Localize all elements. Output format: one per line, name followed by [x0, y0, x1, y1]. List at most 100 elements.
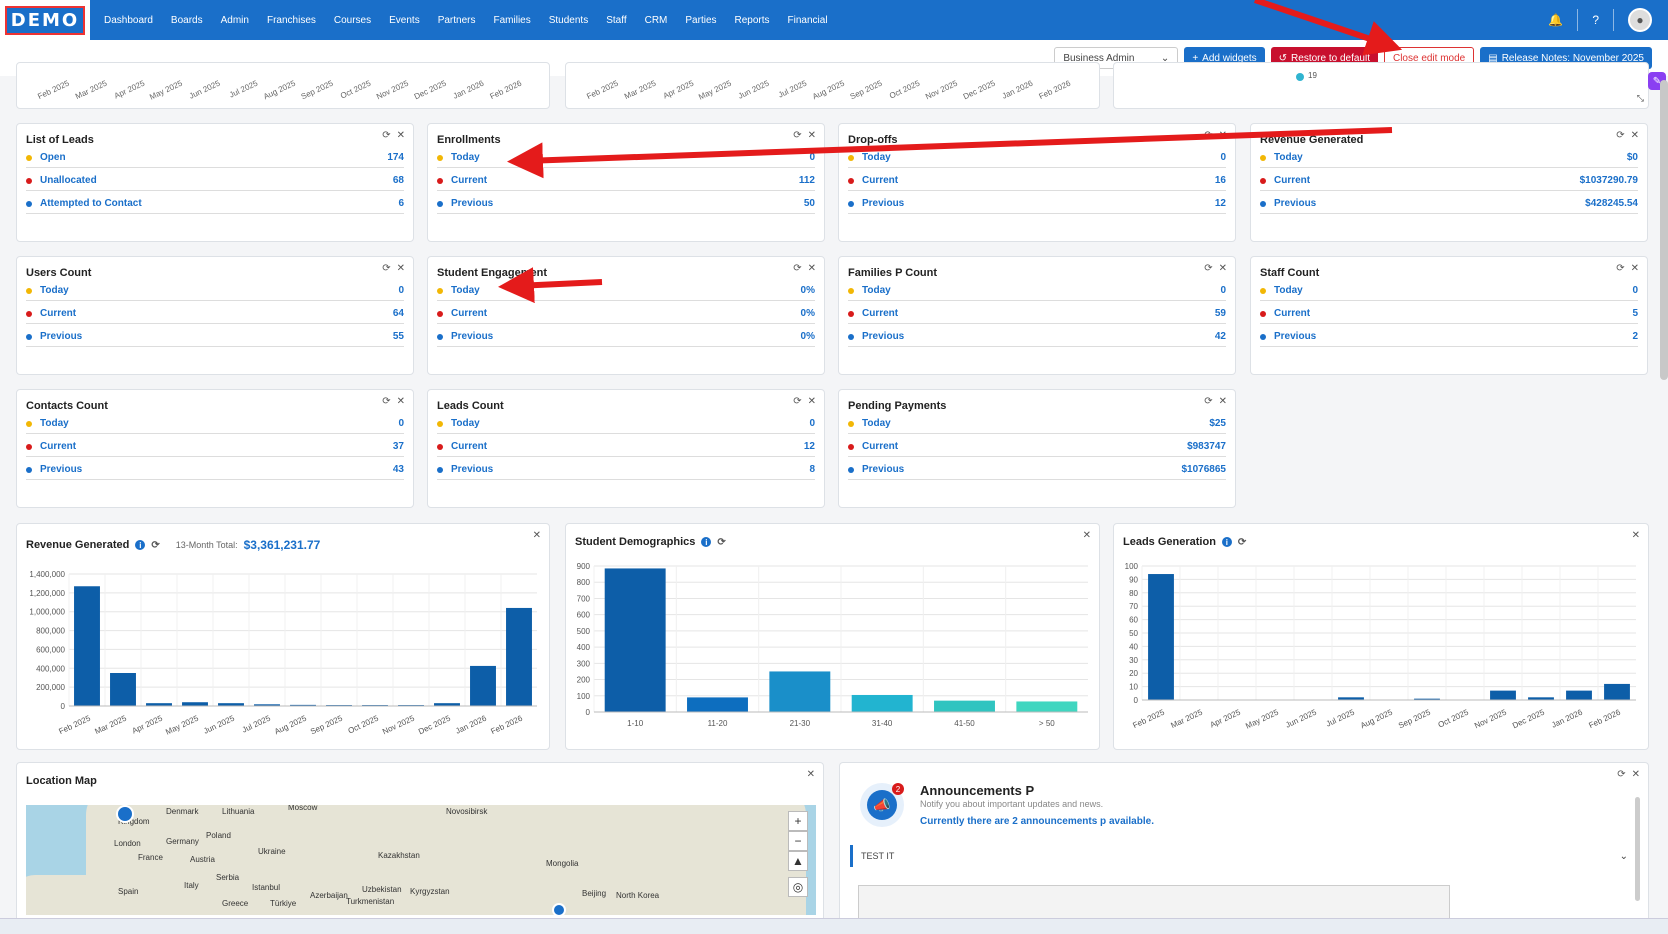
refresh-icon[interactable]: ⟳ — [1237, 536, 1247, 548]
refresh-icon[interactable]: ⟳ — [382, 396, 391, 407]
close-icon[interactable]: ✕ — [396, 263, 405, 274]
nav-item-admin[interactable]: Admin — [220, 14, 249, 26]
refresh-icon[interactable]: ⟳ — [382, 263, 391, 274]
close-icon[interactable]: ✕ — [1630, 130, 1639, 141]
refresh-icon[interactable]: ⟳ — [1616, 263, 1625, 274]
close-icon[interactable]: ✕ — [1631, 769, 1640, 780]
stat-row[interactable]: Today 0 — [26, 414, 404, 434]
refresh-icon[interactable]: ⟳ — [717, 536, 726, 548]
nav-item-reports[interactable]: Reports — [734, 14, 770, 26]
stat-row[interactable]: Current 64 — [26, 304, 404, 324]
chevron-down-icon[interactable]: ⌄ — [1619, 850, 1628, 862]
zoom-out-button[interactable]: − — [788, 831, 808, 851]
stat-row[interactable]: Today 0 — [1260, 281, 1638, 301]
close-icon[interactable]: ✕ — [807, 396, 816, 407]
nav-item-events[interactable]: Events — [389, 14, 420, 26]
stat-row[interactable]: Today 0 — [848, 148, 1226, 168]
stat-row[interactable]: Today 0 — [437, 148, 815, 168]
map-label: London — [114, 839, 141, 848]
nav-item-families[interactable]: Families — [493, 14, 531, 26]
close-icon[interactable]: ✕ — [1218, 396, 1227, 407]
stat-row[interactable]: Previous 0% — [437, 327, 815, 347]
bell-icon[interactable]: 🔔 — [1548, 13, 1564, 27]
stat-row[interactable]: Previous 2 — [1260, 327, 1638, 347]
stat-row[interactable]: Today $25 — [848, 414, 1226, 434]
stat-row[interactable]: Previous 50 — [437, 194, 815, 214]
stat-row[interactable]: Previous $428245.54 — [1260, 194, 1638, 214]
refresh-icon[interactable]: ⟳ — [1617, 769, 1626, 780]
nav-item-parties[interactable]: Parties — [685, 14, 717, 26]
nav-item-financial[interactable]: Financial — [787, 14, 828, 26]
stat-row[interactable]: Current 59 — [848, 304, 1226, 324]
stat-row[interactable]: Today 0% — [437, 281, 815, 301]
info-icon[interactable]: i — [135, 540, 146, 550]
close-icon[interactable]: ✕ — [806, 769, 815, 780]
nav-item-crm[interactable]: CRM — [644, 14, 668, 26]
stat-row[interactable]: Current 112 — [437, 171, 815, 191]
stat-row[interactable]: Unallocated 68 — [26, 171, 404, 191]
scrollbar[interactable] — [1635, 797, 1640, 901]
x-tick-label: Jan 2026 — [454, 713, 488, 735]
stat-row[interactable]: Current $1037290.79 — [1260, 171, 1638, 191]
close-icon[interactable]: ✕ — [1630, 263, 1639, 274]
stat-row[interactable]: Open 174 — [26, 148, 404, 168]
locate-icon[interactable]: ◎ — [788, 877, 808, 897]
map-marker-icon[interactable] — [552, 903, 566, 915]
stat-row[interactable]: Current 37 — [26, 437, 404, 457]
stat-row[interactable]: Previous 8 — [437, 460, 815, 480]
resize-handle-icon[interactable]: ⤡ — [1636, 93, 1644, 103]
stat-row[interactable]: Attempted to Contact 6 — [26, 194, 404, 214]
nav-item-franchises[interactable]: Franchises — [266, 14, 316, 26]
stat-row[interactable]: Current 12 — [437, 437, 815, 457]
stat-row[interactable]: Previous 42 — [848, 327, 1226, 347]
stat-row[interactable]: Current 0% — [437, 304, 815, 324]
close-icon[interactable]: ✕ — [396, 396, 405, 407]
stat-row[interactable]: Today 0 — [26, 281, 404, 301]
nav-item-dashboard[interactable]: Dashboard — [104, 14, 153, 26]
stat-row[interactable]: Previous 55 — [26, 327, 404, 347]
stat-row[interactable]: Previous $1076865 — [848, 460, 1226, 480]
stat-row[interactable]: Today 0 — [437, 414, 815, 434]
stat-row[interactable]: Current 16 — [848, 171, 1226, 191]
close-icon[interactable]: ✕ — [1218, 263, 1227, 274]
card-tools: ⟳ ✕ — [1204, 396, 1227, 407]
nav-item-staff[interactable]: Staff — [606, 14, 627, 26]
refresh-icon[interactable]: ⟳ — [382, 130, 391, 141]
map-marker-icon[interactable] — [116, 805, 134, 823]
page-scrollbar[interactable] — [1660, 80, 1668, 380]
stat-row[interactable]: Current 5 — [1260, 304, 1638, 324]
stat-row[interactable]: Previous 12 — [848, 194, 1226, 214]
stat-row[interactable]: Today $0 — [1260, 148, 1638, 168]
close-icon[interactable]: ✕ — [532, 530, 541, 541]
zoom-in-button[interactable]: + — [788, 811, 808, 831]
refresh-icon[interactable]: ⟳ — [151, 539, 160, 551]
stat-row[interactable]: Previous 43 — [26, 460, 404, 480]
avatar[interactable]: ● — [1628, 8, 1652, 32]
refresh-icon[interactable]: ⟳ — [793, 396, 802, 407]
close-icon[interactable]: ✕ — [1631, 530, 1640, 541]
close-icon[interactable]: ✕ — [1082, 530, 1091, 541]
close-icon[interactable]: ✕ — [807, 130, 816, 141]
refresh-icon[interactable]: ⟳ — [1616, 130, 1625, 141]
stat-row[interactable]: Current $983747 — [848, 437, 1226, 457]
close-icon[interactable]: ✕ — [396, 130, 405, 141]
stat-row[interactable]: Today 0 — [848, 281, 1226, 301]
close-icon[interactable]: ✕ — [807, 263, 816, 274]
map-canvas[interactable]: Denmark Lithuania Moscow Novosibirsk Kingdom… — [26, 805, 816, 915]
compass-icon[interactable]: ▲ — [788, 851, 808, 871]
close-icon[interactable]: ✕ — [1218, 130, 1227, 141]
refresh-icon[interactable]: ⟳ — [793, 130, 802, 141]
nav-item-partners[interactable]: Partners — [437, 14, 476, 26]
refresh-icon[interactable]: ⟳ — [1204, 263, 1213, 274]
refresh-icon[interactable]: ⟳ — [793, 263, 802, 274]
refresh-icon[interactable]: ⟳ — [1204, 130, 1213, 141]
help-icon[interactable]: ? — [1592, 13, 1599, 27]
refresh-icon[interactable]: ⟳ — [1204, 396, 1213, 407]
logo[interactable]: DEMO — [0, 0, 90, 40]
info-icon[interactable]: i — [1221, 537, 1232, 547]
info-icon[interactable]: i — [701, 537, 712, 547]
nav-item-boards[interactable]: Boards — [170, 14, 203, 26]
announcement-item[interactable]: TEST IT ⌄ — [850, 845, 1628, 867]
nav-item-students[interactable]: Students — [548, 14, 589, 26]
nav-item-courses[interactable]: Courses — [333, 14, 372, 26]
